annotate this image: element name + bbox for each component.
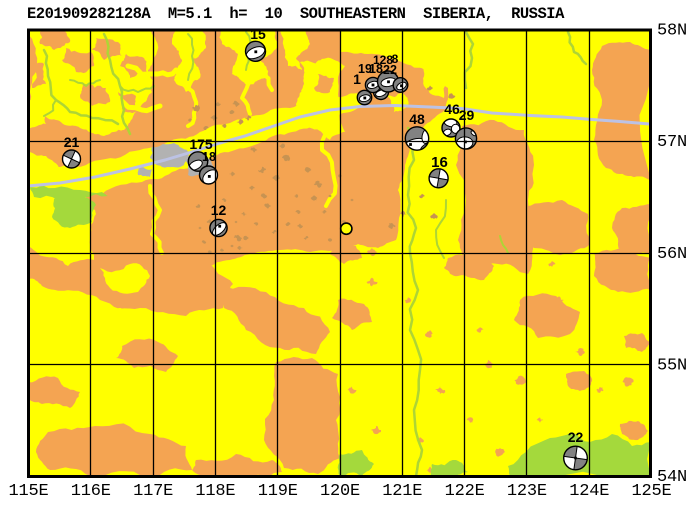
svg-text:48: 48 — [409, 111, 425, 127]
svg-text:124E: 124E — [569, 482, 609, 501]
svg-text:22: 22 — [383, 63, 397, 77]
svg-text:123E: 123E — [507, 482, 547, 501]
svg-text:116E: 116E — [71, 482, 111, 501]
svg-text:120E: 120E — [320, 482, 360, 501]
svg-text:22: 22 — [568, 429, 584, 445]
svg-text:115E: 115E — [8, 482, 48, 501]
svg-text:55N: 55N — [657, 356, 687, 375]
svg-text:18: 18 — [369, 62, 383, 76]
svg-text:15: 15 — [250, 26, 266, 42]
svg-text:21: 21 — [64, 134, 80, 150]
svg-text:46: 46 — [444, 101, 460, 117]
svg-text:119E: 119E — [258, 482, 298, 501]
svg-text:1: 1 — [353, 71, 361, 87]
svg-text:118E: 118E — [195, 482, 235, 501]
svg-text:128: 128 — [373, 53, 393, 67]
svg-text:56N: 56N — [657, 245, 687, 264]
svg-text:125E: 125E — [631, 482, 671, 501]
svg-text:122E: 122E — [445, 482, 485, 501]
svg-text:12: 12 — [211, 202, 227, 218]
svg-text:29: 29 — [459, 107, 475, 123]
svg-text:19: 19 — [358, 62, 372, 76]
svg-text:16: 16 — [431, 154, 448, 171]
svg-text:57N: 57N — [657, 133, 687, 152]
svg-text:E201909282128A M=5.1 h= 10: E201909282128A M=5.1 h= 10 SOUTHEASTERN … — [27, 5, 565, 23]
svg-text:175: 175 — [189, 136, 213, 152]
svg-text:117E: 117E — [133, 482, 173, 501]
svg-text:8: 8 — [392, 52, 399, 66]
svg-text:121E: 121E — [382, 482, 422, 501]
svg-text:18: 18 — [202, 150, 216, 164]
svg-text:54N: 54N — [657, 468, 687, 487]
svg-text:58N: 58N — [657, 22, 687, 41]
